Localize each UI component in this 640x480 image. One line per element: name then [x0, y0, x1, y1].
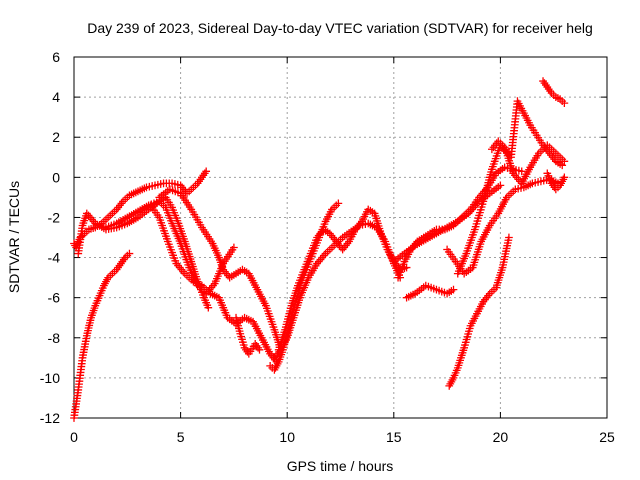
- plot-frame: [73, 56, 608, 419]
- data-point: [402, 263, 411, 272]
- y-tick-label: 4: [52, 89, 60, 105]
- data-point: [474, 214, 483, 223]
- data-point: [471, 222, 480, 231]
- data-point: [478, 200, 487, 209]
- series-arc-19: [543, 169, 569, 194]
- data-point: [496, 181, 505, 190]
- x-tick-label: 5: [177, 429, 185, 445]
- data-point: [148, 182, 157, 190]
- data-point: [473, 217, 482, 225]
- data-point: [472, 220, 481, 228]
- axis-ticks: 0 5 10 15 20 25 -12 -10 -8 -6 -4 -2 0 2 4 6: [40, 49, 615, 445]
- y-tick-label: -12: [40, 410, 60, 426]
- grid: [74, 57, 607, 418]
- series-arc-15: [445, 233, 513, 390]
- data-series: [70, 77, 569, 422]
- data-point: [531, 178, 540, 187]
- data-point: [202, 167, 211, 176]
- data-point: [239, 341, 248, 349]
- data-point: [154, 180, 162, 189]
- data-point: [560, 157, 569, 166]
- series-arc-18: [539, 77, 569, 107]
- series-arc-10: [274, 205, 411, 354]
- data-point: [515, 166, 523, 175]
- data-point: [168, 179, 176, 188]
- x-tick-label: 0: [70, 429, 78, 445]
- data-point: [255, 345, 264, 354]
- y-tick-label: -8: [48, 330, 61, 346]
- data-point: [500, 163, 509, 172]
- data-point: [534, 178, 542, 186]
- y-tick-label: -2: [48, 209, 61, 225]
- series-arc-6: [155, 185, 285, 354]
- data-point: [156, 180, 165, 188]
- data-point: [230, 243, 238, 252]
- series-arc-14: [443, 175, 562, 278]
- data-point: [334, 199, 343, 208]
- y-tick-label: 6: [52, 49, 60, 65]
- data-point: [470, 225, 479, 234]
- data-point: [477, 203, 486, 211]
- x-tick-label: 15: [386, 429, 402, 445]
- series-arc-17: [488, 97, 567, 170]
- data-point: [238, 335, 246, 344]
- data-point: [236, 329, 245, 338]
- data-point: [239, 338, 247, 347]
- data-point: [537, 177, 545, 186]
- data-point: [476, 208, 484, 217]
- data-point: [475, 211, 483, 220]
- series-arc-13: [402, 281, 458, 302]
- data-point: [237, 332, 245, 341]
- y-tick-label: 0: [52, 169, 60, 185]
- data-point: [517, 167, 526, 176]
- x-tick-label: 20: [493, 429, 509, 445]
- data-point: [171, 180, 179, 188]
- chart-title: Day 239 of 2023, Sidereal Day-to-day VTE…: [87, 20, 593, 36]
- data-point: [125, 249, 134, 258]
- data-point: [204, 303, 213, 312]
- data-point: [512, 166, 520, 174]
- series-arc-7: [232, 313, 264, 358]
- x-tick-label: 10: [279, 429, 295, 445]
- data-point: [514, 184, 523, 193]
- x-tick-label: 25: [599, 429, 615, 445]
- y-tick-label: -4: [48, 250, 61, 266]
- data-point: [560, 173, 569, 182]
- series-arc-5: [138, 201, 281, 366]
- y-tick-label: -10: [40, 370, 60, 386]
- y-axis-title: SDTVAR / TECUs: [6, 181, 22, 293]
- data-point: [511, 185, 520, 194]
- data-point: [505, 233, 513, 242]
- data-point: [142, 183, 151, 192]
- data-point: [173, 180, 182, 189]
- y-tick-label: -6: [48, 290, 61, 306]
- data-point: [539, 176, 548, 185]
- x-axis-title: GPS time / hours: [287, 458, 394, 474]
- data-point: [560, 99, 569, 107]
- data-point: [449, 285, 458, 294]
- data-point: [151, 181, 159, 190]
- data-point: [517, 184, 525, 192]
- y-tick-label: 2: [52, 129, 60, 145]
- data-point: [145, 182, 154, 191]
- data-point: [558, 161, 567, 170]
- data-point: [476, 205, 485, 214]
- data-point: [528, 179, 537, 188]
- series-arc-2: [70, 249, 134, 422]
